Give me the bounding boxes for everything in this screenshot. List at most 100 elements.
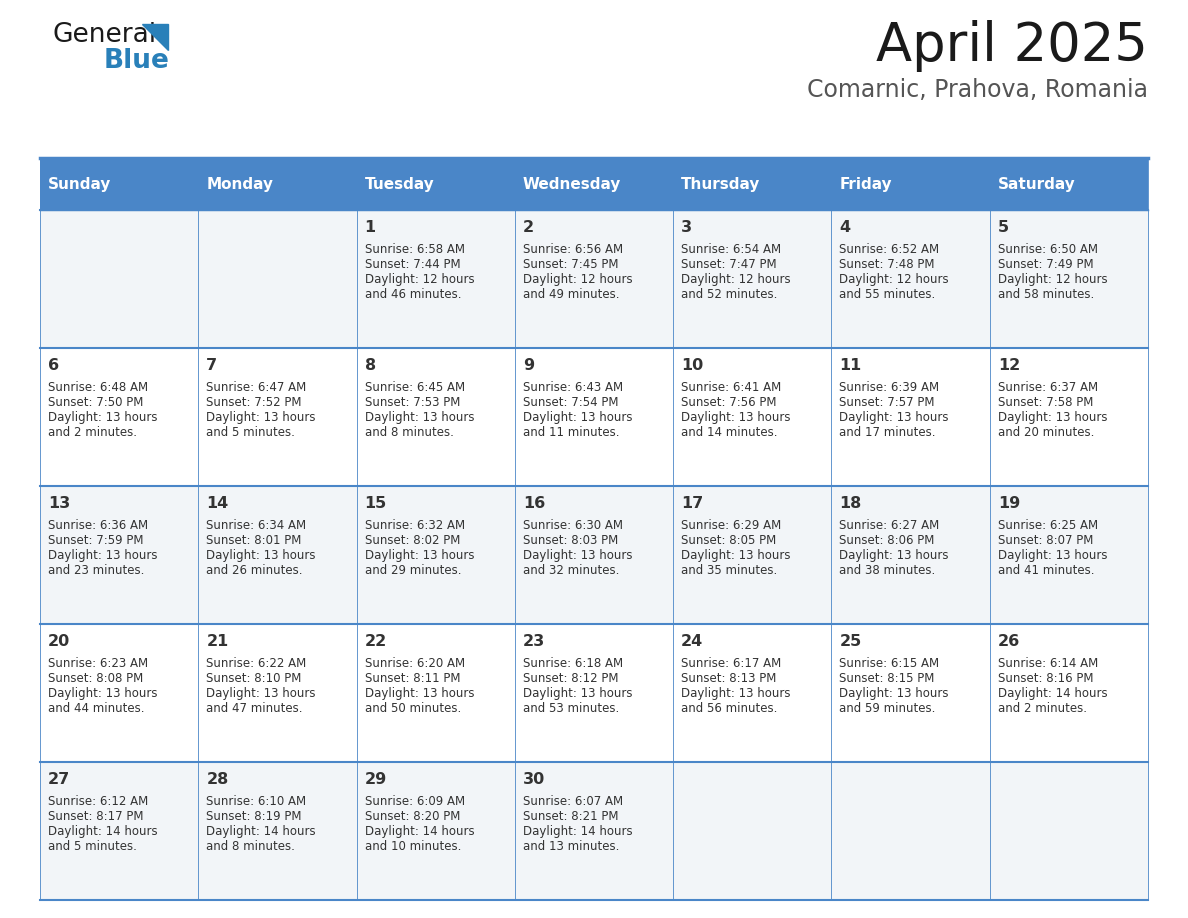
Text: Sunrise: 6:34 AM: Sunrise: 6:34 AM	[207, 519, 307, 532]
Text: and 29 minutes.: and 29 minutes.	[365, 564, 461, 577]
Text: Sunrise: 6:41 AM: Sunrise: 6:41 AM	[681, 381, 782, 394]
Text: Sunrise: 6:17 AM: Sunrise: 6:17 AM	[681, 657, 782, 670]
Text: 11: 11	[840, 358, 861, 373]
Text: 26: 26	[998, 634, 1020, 649]
Text: and 8 minutes.: and 8 minutes.	[207, 840, 295, 853]
Text: 2: 2	[523, 220, 533, 235]
Text: Sunrise: 6:14 AM: Sunrise: 6:14 AM	[998, 657, 1098, 670]
Text: Blue: Blue	[105, 48, 170, 74]
Text: and 35 minutes.: and 35 minutes.	[681, 564, 777, 577]
Text: 17: 17	[681, 496, 703, 511]
Text: 15: 15	[365, 496, 387, 511]
Text: and 5 minutes.: and 5 minutes.	[207, 426, 295, 439]
Text: 21: 21	[207, 634, 228, 649]
Text: Sunrise: 6:39 AM: Sunrise: 6:39 AM	[840, 381, 940, 394]
Text: Saturday: Saturday	[998, 176, 1075, 192]
Text: and 41 minutes.: and 41 minutes.	[998, 564, 1094, 577]
Text: and 58 minutes.: and 58 minutes.	[998, 288, 1094, 301]
Text: 9: 9	[523, 358, 533, 373]
Text: Sunset: 8:17 PM: Sunset: 8:17 PM	[48, 810, 144, 823]
Text: Daylight: 13 hours: Daylight: 13 hours	[365, 411, 474, 424]
Text: Daylight: 13 hours: Daylight: 13 hours	[48, 549, 158, 562]
Text: and 50 minutes.: and 50 minutes.	[365, 702, 461, 715]
Text: Daylight: 12 hours: Daylight: 12 hours	[365, 273, 474, 286]
Text: Sunset: 8:15 PM: Sunset: 8:15 PM	[840, 672, 935, 685]
Text: Daylight: 13 hours: Daylight: 13 hours	[840, 549, 949, 562]
Text: Daylight: 13 hours: Daylight: 13 hours	[681, 411, 791, 424]
Text: Sunrise: 6:54 AM: Sunrise: 6:54 AM	[681, 243, 782, 256]
Text: Sunset: 8:19 PM: Sunset: 8:19 PM	[207, 810, 302, 823]
Text: Sunset: 8:16 PM: Sunset: 8:16 PM	[998, 672, 1093, 685]
Text: Sunrise: 6:27 AM: Sunrise: 6:27 AM	[840, 519, 940, 532]
Text: Sunset: 8:20 PM: Sunset: 8:20 PM	[365, 810, 460, 823]
Text: Sunrise: 6:58 AM: Sunrise: 6:58 AM	[365, 243, 465, 256]
Text: 24: 24	[681, 634, 703, 649]
Text: Daylight: 14 hours: Daylight: 14 hours	[523, 825, 632, 838]
Text: Sunrise: 6:45 AM: Sunrise: 6:45 AM	[365, 381, 465, 394]
Bar	[40, 348, 1148, 486]
Text: Wednesday: Wednesday	[523, 176, 621, 192]
Text: Daylight: 14 hours: Daylight: 14 hours	[207, 825, 316, 838]
Text: Daylight: 14 hours: Daylight: 14 hours	[998, 687, 1107, 700]
Bar	[514, 158, 674, 210]
Text: April 2025: April 2025	[876, 20, 1148, 72]
Text: Daylight: 13 hours: Daylight: 13 hours	[681, 549, 791, 562]
Text: 29: 29	[365, 772, 387, 787]
Text: Sunset: 7:54 PM: Sunset: 7:54 PM	[523, 396, 619, 409]
Text: Sunrise: 6:09 AM: Sunrise: 6:09 AM	[365, 795, 465, 808]
Text: Daylight: 13 hours: Daylight: 13 hours	[365, 549, 474, 562]
Text: Sunrise: 6:48 AM: Sunrise: 6:48 AM	[48, 381, 148, 394]
Bar	[356, 158, 514, 210]
Text: Thursday: Thursday	[681, 176, 760, 192]
Text: Sunrise: 6:47 AM: Sunrise: 6:47 AM	[207, 381, 307, 394]
Text: 28: 28	[207, 772, 228, 787]
Text: Daylight: 12 hours: Daylight: 12 hours	[523, 273, 632, 286]
Text: 3: 3	[681, 220, 693, 235]
Text: 5: 5	[998, 220, 1009, 235]
Text: and 44 minutes.: and 44 minutes.	[48, 702, 145, 715]
Text: 10: 10	[681, 358, 703, 373]
Text: Sunrise: 6:07 AM: Sunrise: 6:07 AM	[523, 795, 623, 808]
Text: Sunset: 7:52 PM: Sunset: 7:52 PM	[207, 396, 302, 409]
Text: and 32 minutes.: and 32 minutes.	[523, 564, 619, 577]
Text: Tuesday: Tuesday	[365, 176, 435, 192]
Text: and 49 minutes.: and 49 minutes.	[523, 288, 619, 301]
Text: Daylight: 12 hours: Daylight: 12 hours	[840, 273, 949, 286]
Text: 14: 14	[207, 496, 228, 511]
Text: 18: 18	[840, 496, 861, 511]
Text: Sunrise: 6:50 AM: Sunrise: 6:50 AM	[998, 243, 1098, 256]
Text: 6: 6	[48, 358, 59, 373]
Text: Sunset: 8:13 PM: Sunset: 8:13 PM	[681, 672, 777, 685]
Text: and 13 minutes.: and 13 minutes.	[523, 840, 619, 853]
Text: and 26 minutes.: and 26 minutes.	[207, 564, 303, 577]
Text: Sunset: 7:45 PM: Sunset: 7:45 PM	[523, 258, 619, 271]
Text: and 10 minutes.: and 10 minutes.	[365, 840, 461, 853]
Text: and 52 minutes.: and 52 minutes.	[681, 288, 777, 301]
Text: Sunset: 7:56 PM: Sunset: 7:56 PM	[681, 396, 777, 409]
Text: Sunset: 7:48 PM: Sunset: 7:48 PM	[840, 258, 935, 271]
Text: 12: 12	[998, 358, 1020, 373]
Text: Daylight: 13 hours: Daylight: 13 hours	[523, 549, 632, 562]
Text: Daylight: 13 hours: Daylight: 13 hours	[681, 687, 791, 700]
Bar	[990, 158, 1148, 210]
Text: Sunrise: 6:20 AM: Sunrise: 6:20 AM	[365, 657, 465, 670]
Text: 13: 13	[48, 496, 70, 511]
Text: Sunrise: 6:12 AM: Sunrise: 6:12 AM	[48, 795, 148, 808]
Text: Friday: Friday	[840, 176, 892, 192]
Text: Daylight: 13 hours: Daylight: 13 hours	[207, 687, 316, 700]
Text: Sunday: Sunday	[48, 176, 112, 192]
Text: Sunrise: 6:52 AM: Sunrise: 6:52 AM	[840, 243, 940, 256]
Text: Sunset: 8:03 PM: Sunset: 8:03 PM	[523, 534, 618, 547]
Text: and 11 minutes.: and 11 minutes.	[523, 426, 619, 439]
Bar	[832, 158, 990, 210]
Text: Comarnic, Prahova, Romania: Comarnic, Prahova, Romania	[807, 78, 1148, 102]
Text: 22: 22	[365, 634, 387, 649]
Polygon shape	[143, 24, 168, 50]
Text: Sunset: 7:47 PM: Sunset: 7:47 PM	[681, 258, 777, 271]
Text: Sunset: 8:10 PM: Sunset: 8:10 PM	[207, 672, 302, 685]
Text: and 55 minutes.: and 55 minutes.	[840, 288, 936, 301]
Text: Daylight: 13 hours: Daylight: 13 hours	[48, 687, 158, 700]
Bar	[40, 486, 1148, 624]
Text: Sunset: 7:58 PM: Sunset: 7:58 PM	[998, 396, 1093, 409]
Text: 25: 25	[840, 634, 861, 649]
